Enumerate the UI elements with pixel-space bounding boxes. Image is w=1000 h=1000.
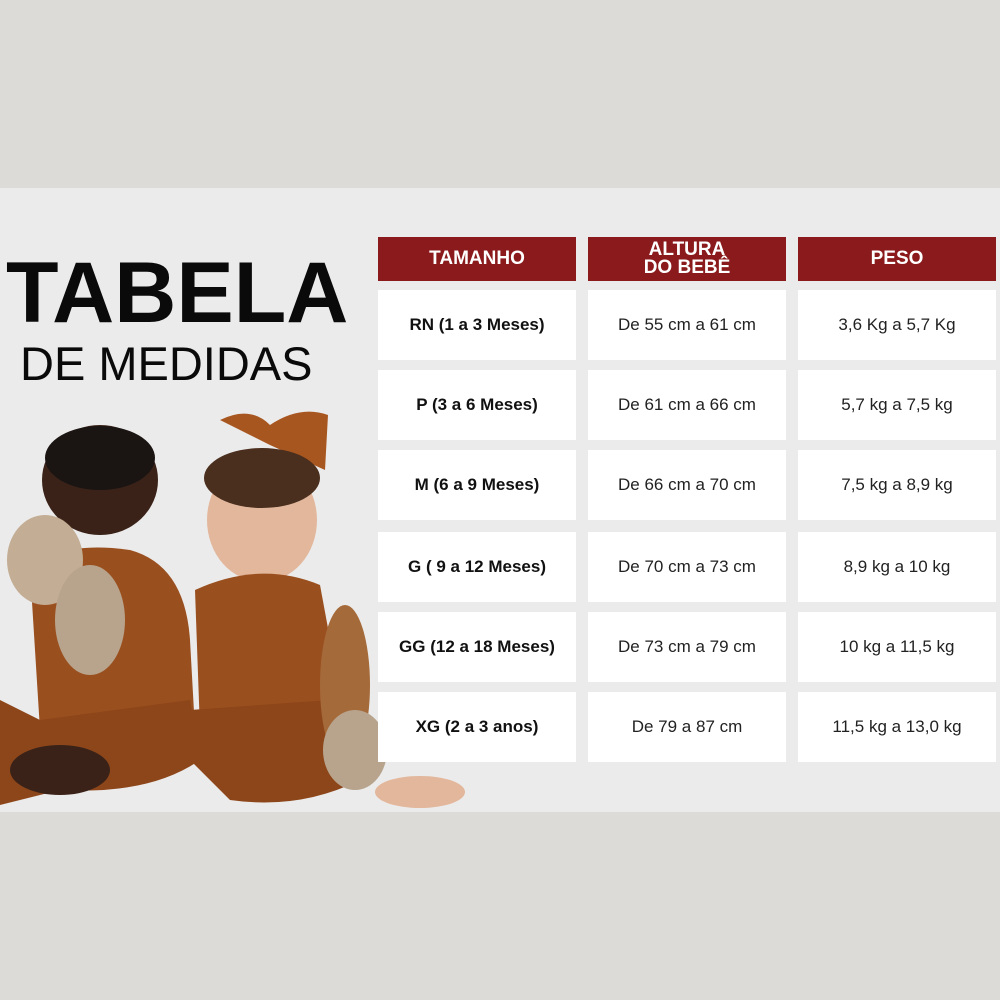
table-row-size: P (3 a 6 Meses) (378, 370, 576, 440)
table-row-weight: 10 kg a 11,5 kg (798, 612, 996, 682)
table-row-size: GG (12 a 18 Meses) (378, 612, 576, 682)
header-peso: PESO (798, 237, 996, 281)
table-row-height: De 79 a 87 cm (588, 692, 786, 762)
table-row-height: De 61 cm a 66 cm (588, 370, 786, 440)
table-row-weight: 3,6 Kg a 5,7 Kg (798, 290, 996, 360)
table-row-height: De 55 cm a 61 cm (588, 290, 786, 360)
table-row-weight: 11,5 kg a 13,0 kg (798, 692, 996, 762)
table-row-height: De 73 cm a 79 cm (588, 612, 786, 682)
table-row-weight: 8,9 kg a 10 kg (798, 532, 996, 602)
table-row-size: RN (1 a 3 Meses) (378, 290, 576, 360)
header-tamanho: TAMANHO (378, 237, 576, 281)
header-altura: ALTURA DO BEBÊ (588, 237, 786, 281)
table-row-size: M (6 a 9 Meses) (378, 450, 576, 520)
babies-photo (0, 411, 465, 808)
table-row-size: XG (2 a 3 anos) (378, 692, 576, 762)
title-tabela: TABELA (6, 245, 349, 341)
table-row-height: De 70 cm a 73 cm (588, 532, 786, 602)
table-row-weight: 7,5 kg a 8,9 kg (798, 450, 996, 520)
table-row-weight: 5,7 kg a 7,5 kg (798, 370, 996, 440)
table-row-height: De 66 cm a 70 cm (588, 450, 786, 520)
table-row-size: G ( 9 a 12 Meses) (378, 532, 576, 602)
title-de-medidas: DE MEDIDAS (20, 337, 313, 390)
